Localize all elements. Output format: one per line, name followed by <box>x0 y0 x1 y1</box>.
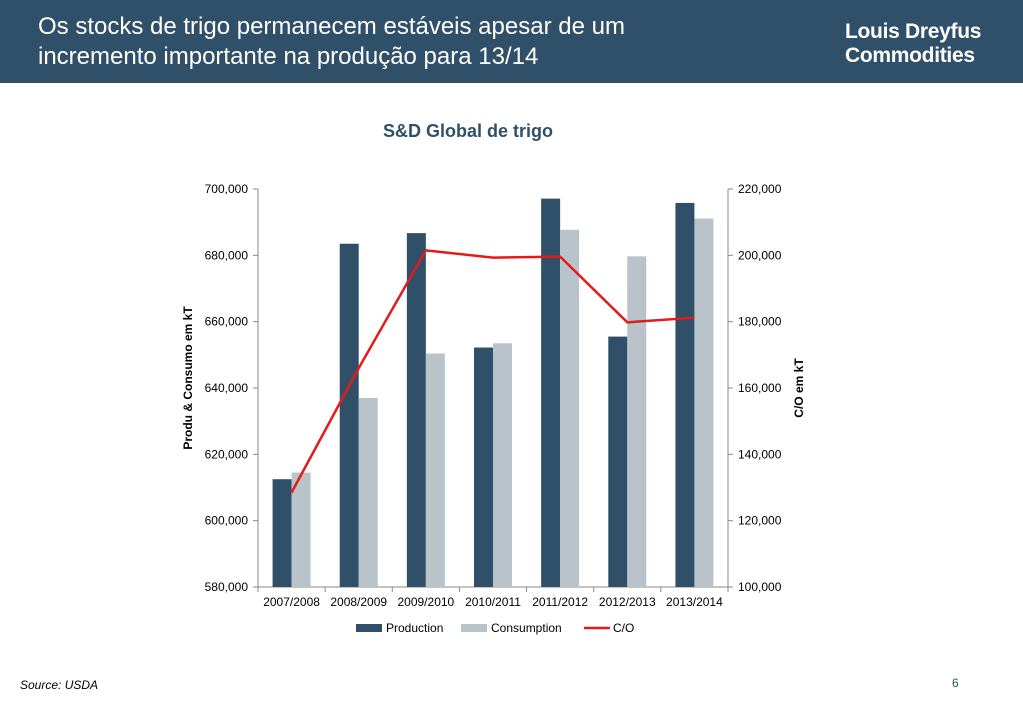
consumption-bar <box>560 229 580 588</box>
right-tick-label: 180,000 <box>738 315 782 329</box>
slide-title-line-2: incremento importante na produção para 1… <box>38 43 539 70</box>
production-bar <box>675 202 695 587</box>
x-tick-label: 2008/2009 <box>330 595 387 609</box>
co-series-line <box>290 249 695 494</box>
source-note: Source: USDA <box>20 678 99 692</box>
legend-consumption-swatch <box>461 624 487 632</box>
x-tick-label: 2007/2008 <box>263 595 320 609</box>
production-bar <box>608 336 628 587</box>
page-number: 6 <box>952 676 959 690</box>
x-tick-label: 2011/2012 <box>532 595 588 609</box>
left-tick-label: 580,000 <box>205 580 249 594</box>
logo-line-2: Commodities <box>845 44 975 67</box>
left-tick-label: 660,000 <box>205 315 249 329</box>
legend-production-label: Production <box>386 621 443 635</box>
production-bar <box>339 243 359 587</box>
consumption-bar <box>627 256 647 587</box>
x-tick-label: 2012/2013 <box>599 595 656 609</box>
right-tick-label: 160,000 <box>738 381 782 395</box>
company-logo: Louis Dreyfus Commodities <box>845 20 981 68</box>
consumption-bar <box>425 353 445 587</box>
slide-title: Os stocks de trigo permanecem estáveis a… <box>38 12 758 72</box>
slide-header: Os stocks de trigo permanecem estáveis a… <box>0 0 1023 83</box>
right-tick-label: 100,000 <box>738 580 782 594</box>
legend-production-swatch <box>356 624 382 632</box>
left-tick-label: 620,000 <box>205 447 249 461</box>
left-tick-label: 600,000 <box>205 514 249 528</box>
slide-title-line-1: Os stocks de trigo permanecem estáveis a… <box>38 13 625 40</box>
legend-consumption-label: Consumption <box>491 621 562 635</box>
consumption-bar <box>358 397 378 587</box>
right-tick-label: 140,000 <box>738 447 782 461</box>
legend-co-label: C/O <box>613 621 634 635</box>
right-tick-label: 220,000 <box>738 182 782 196</box>
consumption-bar <box>291 472 311 587</box>
x-tick-label: 2009/2010 <box>397 595 454 609</box>
left-tick-label: 640,000 <box>205 381 249 395</box>
left-tick-label: 680,000 <box>205 248 249 262</box>
production-bar <box>272 479 292 587</box>
production-bar <box>406 233 426 587</box>
right-axis-title: C/O em kT <box>792 358 806 418</box>
left-axis-title: Produ & Consumo em kT <box>181 306 195 450</box>
chart-title: S&D Global de trigo <box>383 121 553 141</box>
x-tick-label: 2013/2014 <box>666 595 723 609</box>
consumption-bar <box>493 343 512 587</box>
right-tick-label: 200,000 <box>738 248 782 262</box>
consumption-bar <box>694 218 714 588</box>
production-bar <box>474 347 493 587</box>
left-tick-label: 700,000 <box>205 182 249 196</box>
production-bar <box>541 198 561 587</box>
right-tick-label: 120,000 <box>738 514 782 528</box>
x-tick-label: 2010/2011 <box>465 595 521 609</box>
logo-line-1: Louis Dreyfus <box>845 20 982 43</box>
